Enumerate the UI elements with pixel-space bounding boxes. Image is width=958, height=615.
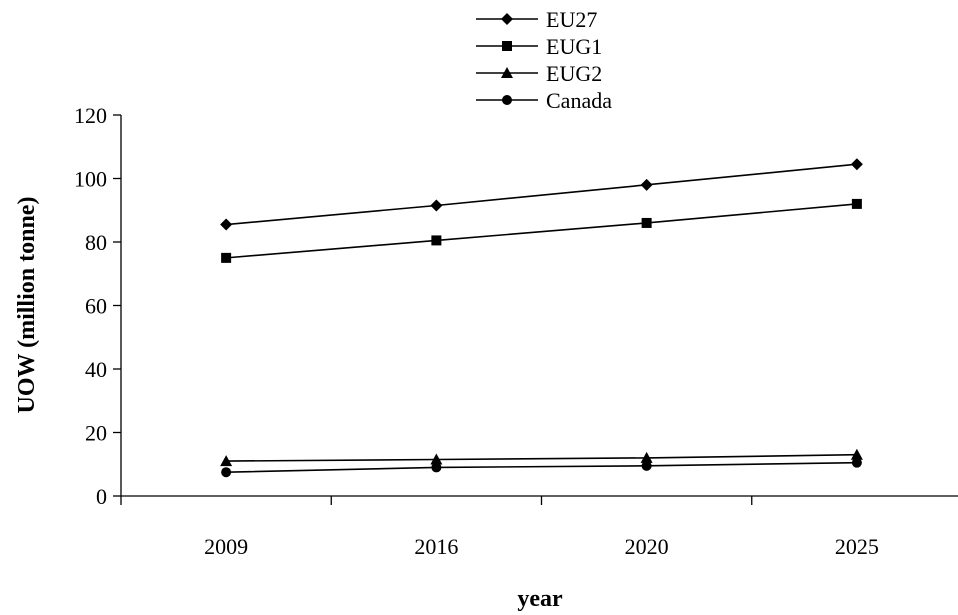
y-tick-label: 100: [74, 167, 107, 192]
legend-marker-canada: [502, 95, 512, 105]
series-line-eug1: [226, 203, 857, 259]
data-point-canada: [851, 457, 862, 468]
data-point-canada: [431, 462, 442, 473]
legend-item-canada: Canada: [476, 88, 612, 113]
legend-marker-eug1: [502, 41, 512, 51]
data-point-canada: [641, 460, 652, 471]
data-point-eug1: [641, 217, 652, 228]
legend-label: Canada: [546, 88, 612, 113]
series-line-eug2: [226, 453, 857, 462]
series-line-canada: [226, 461, 857, 473]
data-point-eug1: [221, 252, 232, 263]
series-eug1: [221, 198, 862, 263]
y-tick-label: 80: [85, 230, 107, 255]
y-tick-label: 40: [85, 357, 107, 382]
series-eug2: [220, 448, 863, 467]
data-point-eug1: [851, 198, 862, 209]
data-point-eug2: [220, 455, 233, 467]
data-point-eug1: [431, 235, 442, 246]
data-point-eu27: [220, 218, 233, 231]
series-group: [220, 158, 863, 478]
y-axis-ticks: 0 20 40 60 80 100 120: [74, 103, 121, 509]
data-point-eug2: [850, 448, 863, 460]
legend-label: EUG2: [546, 61, 602, 86]
data-point-canada: [221, 467, 232, 478]
legend-label: EU27: [546, 7, 597, 32]
data-point-eu27: [430, 199, 443, 212]
y-tick-label: 20: [85, 421, 107, 446]
series-canada: [221, 457, 862, 478]
series-eu27: [220, 158, 863, 231]
data-point-eu27: [640, 178, 653, 191]
legend-label: EUG1: [546, 34, 602, 59]
axes: [120, 115, 958, 497]
legend-item-eug1: EUG1: [476, 34, 602, 59]
data-point-eug2: [640, 451, 653, 463]
legend-marker-eug2: [501, 67, 513, 78]
y-axis-title: UOW (million tonne): [14, 197, 40, 414]
legend-item-eug2: EUG2: [476, 61, 602, 86]
x-axis-ticks: 2009 2016 2020 2025: [120, 496, 879, 559]
x-tick-label: 2016: [414, 534, 458, 559]
series-line-eu27: [226, 163, 857, 226]
data-point-eug2: [430, 453, 443, 465]
legend-marker-eu27: [501, 13, 513, 25]
x-tick-label: 2020: [625, 534, 669, 559]
x-tick-label: 2025: [835, 534, 879, 559]
data-point-eu27: [850, 158, 863, 171]
y-tick-label: 120: [74, 103, 107, 128]
x-axis-title: year: [517, 586, 563, 612]
legend-item-eu27: EU27: [476, 7, 597, 32]
x-tick-label: 2009: [204, 534, 248, 559]
y-tick-label: 60: [85, 294, 107, 319]
y-tick-label: 0: [96, 484, 107, 509]
